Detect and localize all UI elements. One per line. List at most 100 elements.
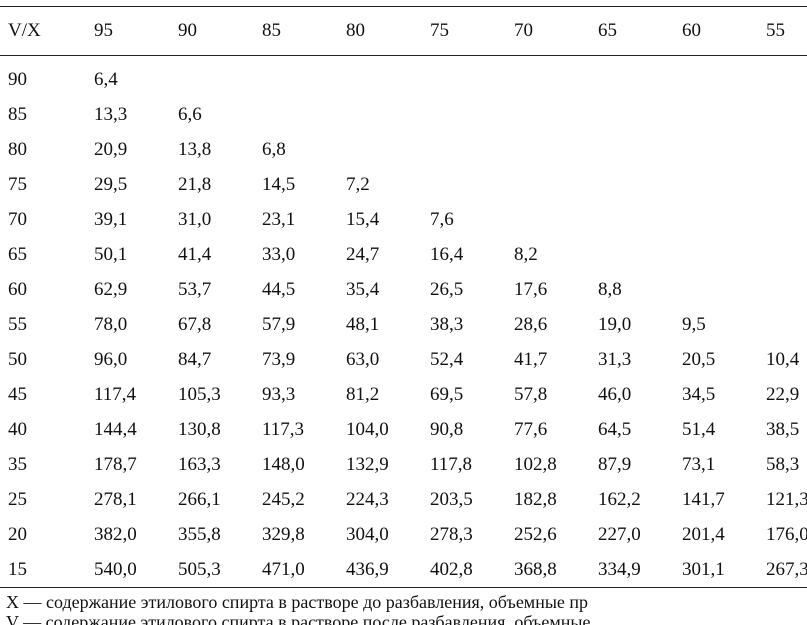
table-row: 70 39,1 31,0 23,1 15,4 7,6 — [0, 202, 807, 237]
table-cell: 38,3 — [430, 314, 464, 335]
table-cell: 73,1 — [682, 454, 716, 475]
table-cell: 81,2 — [346, 384, 380, 405]
table-cell: 8,8 — [598, 279, 622, 300]
table-cell: 50,1 — [94, 244, 128, 265]
row-label-cell: 65 — [8, 244, 27, 265]
header-cell: 70 — [514, 20, 533, 41]
table-cell — [758, 237, 807, 272]
table-cell: 304,0 — [346, 524, 389, 545]
footnote-x: X — содержание этилового спирта в раство… — [6, 592, 589, 612]
header-cell: 85 — [262, 20, 281, 41]
table-cell: 63,0 — [346, 349, 380, 370]
table-cell: 52,4 — [430, 349, 464, 370]
table-cell: 8,2 — [514, 244, 538, 265]
table-cell: 34,5 — [682, 384, 716, 405]
header-cell: 60 — [682, 20, 701, 41]
table-cell: 29,5 — [94, 174, 128, 195]
table-cell: 35,4 — [346, 279, 380, 300]
table-cell: 6,6 — [178, 104, 202, 125]
table-cell — [758, 307, 807, 342]
table-cell: 24,7 — [346, 244, 380, 265]
table-cell: 471,0 — [254, 552, 338, 588]
row-label-cell: 80 — [8, 139, 27, 160]
table-cell: 13,3 — [94, 104, 128, 125]
table-cell: 69,5 — [430, 384, 464, 405]
row-label-cell: 35 — [8, 454, 27, 475]
table-cell: 57,9 — [262, 314, 296, 335]
table-cell: 78,0 — [94, 314, 128, 335]
table-cell: 44,5 — [262, 279, 296, 300]
table-row: 20 382,0 355,8 329,8 304,0 278,3 252,6 227,0 201… — [0, 517, 807, 552]
table-cell: 176,0 — [766, 524, 807, 545]
table-cell: 121,3 — [766, 489, 807, 510]
table-cell: 22,9 — [766, 384, 800, 405]
table-cell: 402,8 — [422, 552, 506, 588]
header-cell: 75 — [430, 20, 449, 41]
table-cell — [590, 167, 674, 202]
table-cell — [674, 56, 758, 98]
table-cell: 31,0 — [178, 209, 212, 230]
table-cell — [758, 97, 807, 132]
table-cell: 20,5 — [682, 349, 716, 370]
table-cell: 148,0 — [262, 454, 305, 475]
table-cell: 90,8 — [430, 419, 464, 440]
table-cell: 26,5 — [430, 279, 464, 300]
table-cell: 41,7 — [514, 349, 548, 370]
table-cell: 105,3 — [178, 384, 221, 405]
table-cell: 178,7 — [94, 454, 137, 475]
row-label-cell: 60 — [8, 279, 27, 300]
table-cell: 252,6 — [514, 524, 557, 545]
header-cell: 65 — [598, 20, 617, 41]
row-label-cell: 25 — [8, 489, 27, 510]
table-cell: 62,9 — [94, 279, 128, 300]
footnote-v: V — содержание этилового спирта в раство… — [6, 612, 591, 625]
table-cell: 10,4 — [766, 349, 800, 370]
table-cell: 28,6 — [514, 314, 548, 335]
table-cell: 162,2 — [598, 489, 641, 510]
table-cell: 117,8 — [430, 454, 473, 475]
table-cell — [758, 132, 807, 167]
table-cell: 278,3 — [430, 524, 473, 545]
table-cell: 39,1 — [94, 209, 128, 230]
row-label-cell: 90 — [8, 69, 27, 90]
table-cell: 38,5 — [766, 419, 800, 440]
table-cell: 267,3 — [758, 552, 807, 588]
table-cell: 57,8 — [514, 384, 548, 405]
table-cell — [506, 97, 590, 132]
table-row: 50 96,0 84,7 73,9 63,0 52,4 41,7 31,3 20,5 10,4 — [0, 342, 807, 377]
table-cell: 117,3 — [262, 419, 305, 440]
table-cell: 266,1 — [178, 489, 221, 510]
table-cell: 245,2 — [262, 489, 305, 510]
table-header: V/X 95 90 85 80 75 70 65 60 55 — [0, 6, 807, 56]
row-label-cell: 70 — [8, 209, 27, 230]
table-cell — [590, 237, 674, 272]
table-cell: 14,5 — [262, 174, 296, 195]
table-row: 80 20,9 13,8 6,8 — [0, 132, 807, 167]
header-cell: 95 — [94, 20, 113, 41]
table-cell: 51,4 — [682, 419, 716, 440]
header-cell: 80 — [346, 20, 365, 41]
table-cell — [170, 56, 254, 98]
table-cell: 7,6 — [430, 209, 454, 230]
header-corner-cell: V/X — [8, 20, 41, 41]
table-cell: 163,3 — [178, 454, 221, 475]
table-cell — [674, 272, 758, 307]
table-header-row: V/X 95 90 85 80 75 70 65 60 55 — [0, 6, 807, 56]
table-cell: 6,8 — [262, 139, 286, 160]
table-cell: 436,9 — [338, 552, 422, 588]
table-cell — [422, 167, 506, 202]
table-cell: 334,9 — [590, 552, 674, 588]
table-cell: 13,8 — [178, 139, 212, 160]
row-label-cell: 45 — [8, 384, 27, 405]
table-row: 85 13,3 6,6 — [0, 97, 807, 132]
table-cell: 77,6 — [514, 419, 548, 440]
table-cell: 15,4 — [346, 209, 380, 230]
table-row: 25 278,1 266,1 245,2 224,3 203,5 182,8 162,2 141… — [0, 482, 807, 517]
table-cell: 46,0 — [598, 384, 632, 405]
table-cell — [758, 167, 807, 202]
table-cell — [254, 56, 338, 98]
table-cell — [674, 202, 758, 237]
table-cell: 329,8 — [262, 524, 305, 545]
table-row: 45 117,4 105,3 93,3 81,2 69,5 57,8 46,0 34,5 22,9 — [0, 377, 807, 412]
table-cell — [758, 56, 807, 98]
